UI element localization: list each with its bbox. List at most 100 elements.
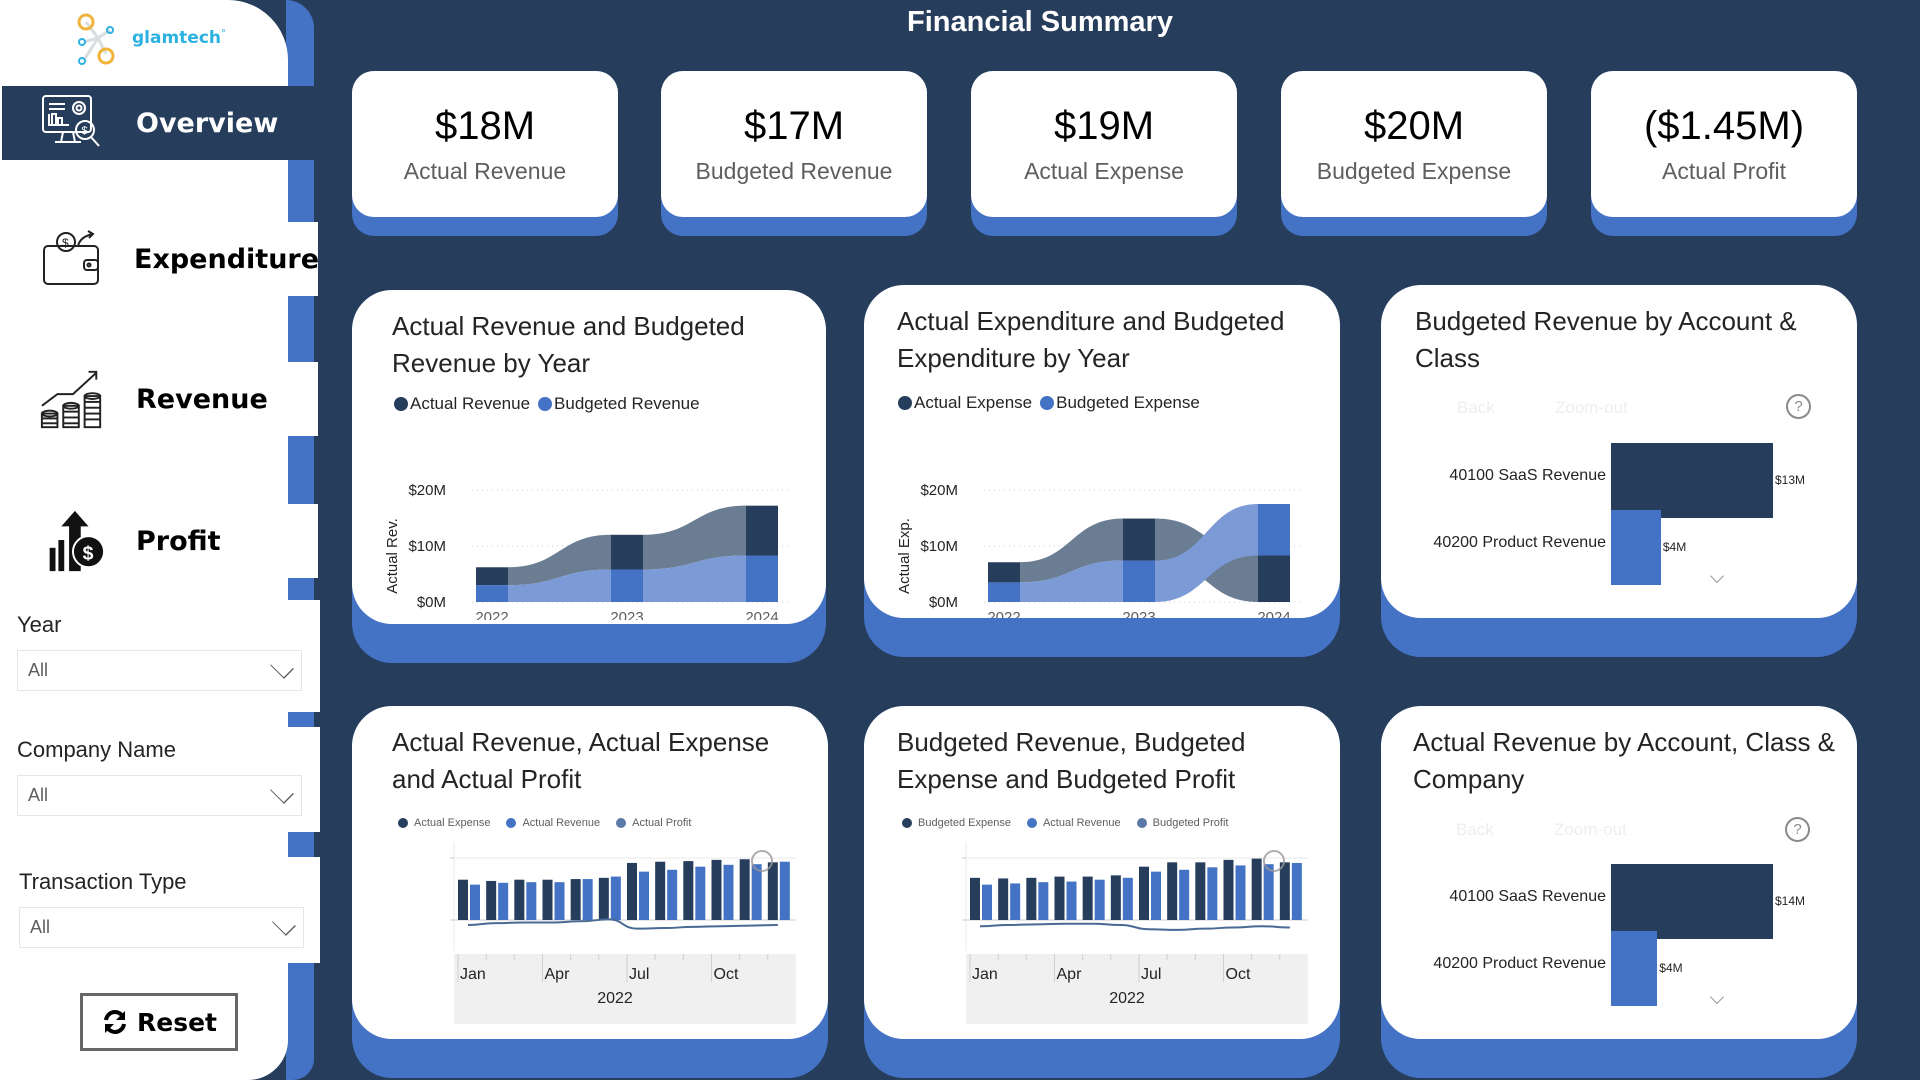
bar (582, 879, 593, 920)
x-tick-label: 2023 (1122, 609, 1155, 618)
bar[interactable] (1611, 510, 1661, 585)
bar (498, 882, 509, 920)
ribbon-budgeted-expense (1020, 560, 1123, 602)
bar (1195, 862, 1206, 920)
bar-segment (988, 562, 1020, 583)
bar (970, 877, 980, 920)
bar (554, 882, 565, 920)
bar (1207, 867, 1218, 920)
bar (739, 859, 750, 920)
year-dropdown[interactable]: All (17, 650, 302, 691)
legend-item[interactable]: Actual Revenue (1026, 817, 1121, 829)
bar (1235, 865, 1246, 920)
legend-item[interactable]: Actual Revenue (506, 817, 600, 829)
nav-item-overview[interactable]: $ Overview (2, 86, 314, 160)
bar (1122, 877, 1133, 920)
x-tick-label: 2022 (987, 609, 1020, 618)
bar-data-label: $13M (1775, 473, 1806, 487)
bar-category-label: 40100 SaaS Revenue (1449, 888, 1606, 905)
company-name-dropdown[interactable]: All (17, 775, 302, 816)
profit-chart-icon: $ (38, 507, 106, 575)
card-expenditure-by-year: Actual Expenditure and Budgeted Expendit… (864, 285, 1340, 657)
reset-button[interactable]: Reset (80, 993, 238, 1051)
bar (598, 877, 609, 920)
kpi-value: $17M (743, 103, 845, 148)
nav-item-profit[interactable]: $ Profit (2, 504, 318, 578)
ribbon-chart-expenditure: $0M $10M $20M Actual Exp. 2022 2023 2024 (896, 482, 1304, 618)
bar (1054, 876, 1065, 920)
bar (1251, 858, 1262, 920)
bar (470, 884, 480, 920)
nav-item-revenue[interactable]: Revenue (2, 362, 318, 436)
bar[interactable] (1611, 864, 1773, 939)
legend-item[interactable]: Actual Expense (898, 393, 1032, 413)
x-tick-label: 2024 (745, 609, 778, 620)
help-icon[interactable]: ? (1785, 817, 1810, 842)
chart-title: Actual Revenue and Budgeted Revenue by Y… (392, 311, 745, 378)
chart-title: Actual Revenue by Account, Class & Compa… (1413, 727, 1836, 794)
card-actual-revenue-by-account: Actual Revenue by Account, Class & Compa… (1381, 706, 1857, 1078)
chart-title: Budgeted Revenue by Account & Class (1415, 306, 1797, 373)
chart-legend: Actual Revenue Budgeted Revenue (394, 394, 700, 414)
help-icon[interactable]: ? (1786, 394, 1811, 419)
drill-zoom-out-button[interactable]: Zoom-out (1555, 398, 1628, 417)
drill-back-button[interactable]: Back (1456, 820, 1494, 839)
chevron-down-icon (272, 911, 296, 936)
bar-category-label: 40200 Product Revenue (1433, 534, 1606, 551)
bar-category-label: 40200 Product Revenue (1433, 955, 1606, 972)
legend-item[interactable]: Actual Profit (616, 817, 691, 829)
bar (627, 862, 637, 920)
legend-item[interactable]: Budgeted Revenue (538, 394, 700, 414)
bar[interactable] (1611, 931, 1658, 1006)
filter-label: Transaction Type (19, 869, 187, 894)
legend-item[interactable]: Budgeted Profit (1136, 817, 1228, 829)
y-axis-title: Actual Rev. (384, 518, 401, 594)
bar (1167, 862, 1178, 920)
y-tick-label: $10M (408, 538, 446, 555)
bar[interactable] (1611, 443, 1773, 518)
bar (1082, 876, 1093, 920)
dropdown-value: All (30, 917, 51, 937)
drill-zoom-out-button[interactable]: Zoom-out (1554, 820, 1627, 839)
drill-back-button[interactable]: Back (1457, 398, 1495, 417)
bar (683, 861, 694, 920)
wallet-icon: $ (38, 225, 104, 293)
combo-chart-budgeted: Jan Apr Jul Oct 2022 (962, 842, 1308, 1024)
kpi-card-actual-expense: $19M Actual Expense (971, 71, 1237, 236)
bar (667, 869, 678, 920)
transaction-type-dropdown[interactable]: All (19, 907, 304, 948)
bar (1066, 881, 1077, 920)
x-group-label: 2022 (1109, 990, 1145, 1007)
scroll-down-chevron-icon[interactable] (1709, 568, 1725, 584)
legend-item[interactable]: Budgeted Expense (902, 817, 1011, 829)
nav-item-expenditure[interactable]: $ Expenditure (2, 222, 319, 296)
sidebar: glamtech° $ Overview $ Expe (0, 0, 320, 1080)
refresh-icon (104, 1010, 126, 1034)
brand-logo: glamtech° (76, 8, 226, 68)
legend-item[interactable]: Budgeted Expense (1040, 393, 1200, 413)
kpi-value: $18M (434, 103, 536, 148)
x-tick-label: Oct (714, 966, 739, 983)
bar (1026, 877, 1037, 920)
kpi-card-actual-profit: ($1.45M) Actual Profit (1591, 71, 1857, 236)
filter-label: Company Name (17, 737, 176, 762)
bar-data-label: $14M (1775, 894, 1806, 908)
x-tick-label: 2024 (1257, 609, 1290, 618)
glamtech-logo-icon (77, 13, 115, 65)
ribbon-chart-revenue: $0M $10M $20M Actual Rev. 2022 2023 2024 (384, 482, 792, 620)
legend-item[interactable]: Actual Revenue (394, 394, 530, 414)
reset-label: Reset (137, 1007, 217, 1037)
scroll-down-chevron-icon[interactable] (1709, 989, 1725, 1005)
bar-segment (746, 505, 778, 556)
legend-item[interactable]: Actual Expense (398, 817, 490, 829)
y-tick-label: $0M (417, 594, 446, 611)
card-budgeted-rev-exp-profit: Budgeted Revenue, Budgeted Expense and B… (864, 706, 1340, 1078)
kpi-card-actual-revenue: $18M Actual Revenue (352, 71, 618, 236)
ribbon-budgeted-expense (1155, 504, 1258, 602)
brand-name: glamtech° (132, 28, 227, 48)
x-axis-band (454, 954, 796, 1024)
dropdown-value: All (28, 785, 49, 805)
bar-data-label: $4M (1659, 961, 1683, 975)
nav-label: Revenue (136, 383, 268, 415)
bar-segment (611, 534, 643, 570)
